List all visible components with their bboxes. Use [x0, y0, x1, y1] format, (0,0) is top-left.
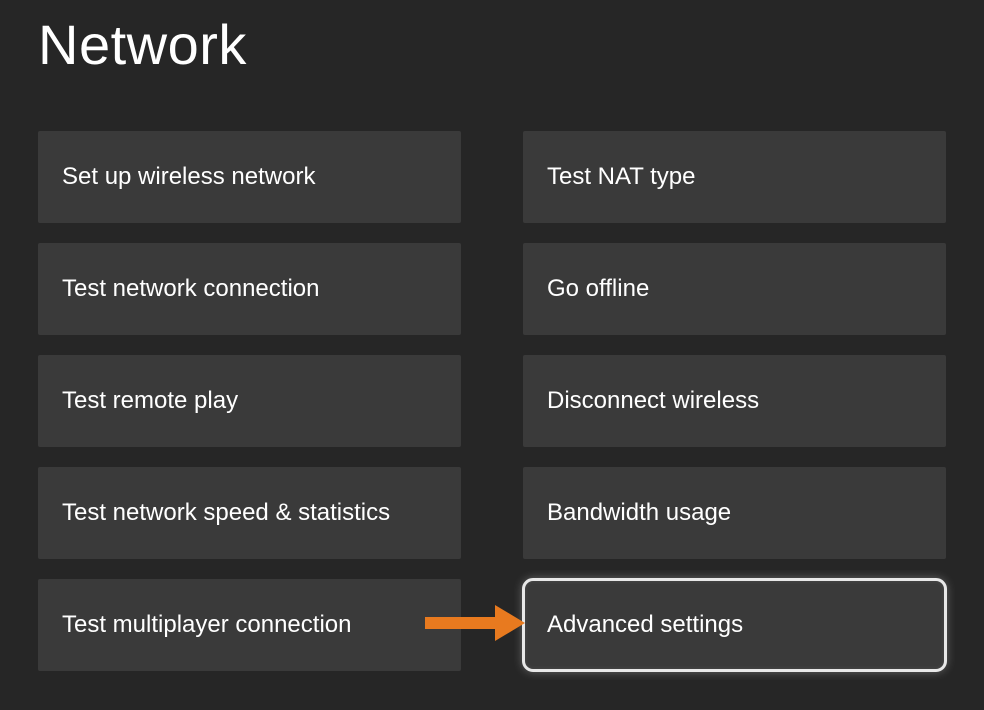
- card-label: Disconnect wireless: [547, 387, 759, 415]
- card-test-nat-type[interactable]: Test NAT type: [523, 131, 946, 223]
- card-label: Test network connection: [62, 275, 319, 303]
- card-label: Test network speed & statistics: [62, 499, 390, 527]
- page-title: Network: [38, 12, 946, 77]
- card-go-offline[interactable]: Go offline: [523, 243, 946, 335]
- card-test-connection[interactable]: Test network connection: [38, 243, 461, 335]
- card-test-remote-play[interactable]: Test remote play: [38, 355, 461, 447]
- card-disconnect-wifi[interactable]: Disconnect wireless: [523, 355, 946, 447]
- card-label: Advanced settings: [547, 611, 743, 639]
- card-bandwidth-usage[interactable]: Bandwidth usage: [523, 467, 946, 559]
- card-label: Test NAT type: [547, 163, 696, 191]
- card-label: Test remote play: [62, 387, 238, 415]
- card-setup-wireless[interactable]: Set up wireless network: [38, 131, 461, 223]
- card-label: Go offline: [547, 275, 649, 303]
- card-label: Test multiplayer connection: [62, 611, 351, 639]
- card-test-multiplayer[interactable]: Test multiplayer connection: [38, 579, 461, 671]
- card-advanced-settings[interactable]: Advanced settings: [523, 579, 946, 671]
- settings-grid: Set up wireless network Test NAT type Te…: [38, 131, 946, 671]
- card-label: Set up wireless network: [62, 163, 315, 191]
- card-test-speed-stats[interactable]: Test network speed & statistics: [38, 467, 461, 559]
- card-label: Bandwidth usage: [547, 499, 731, 527]
